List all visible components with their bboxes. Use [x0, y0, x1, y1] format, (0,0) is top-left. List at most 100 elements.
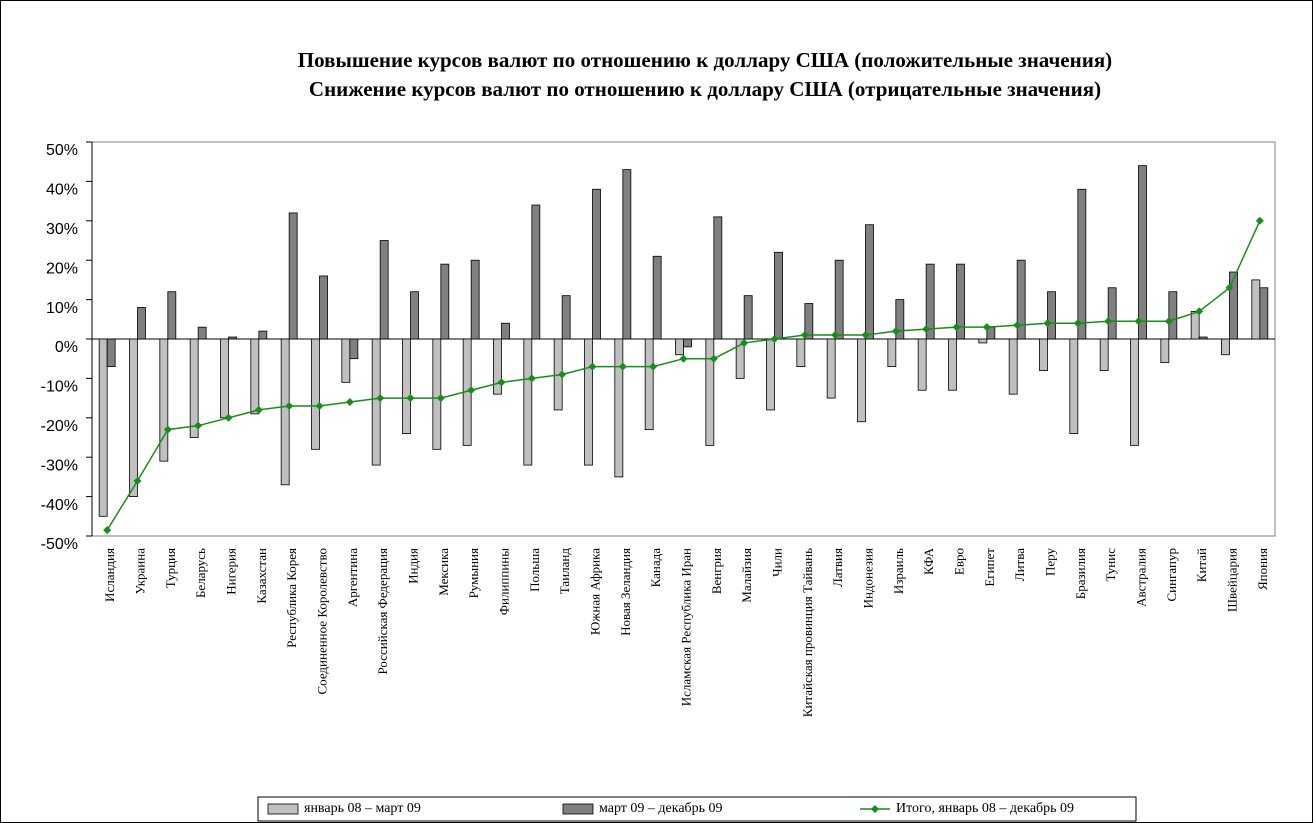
x-tick-label: Соединенное Королевство	[314, 548, 329, 695]
bar	[129, 338, 138, 498]
line-marker	[891, 327, 900, 336]
line-marker	[497, 378, 506, 387]
x-tick-label: Канада	[648, 548, 663, 588]
line-marker	[254, 405, 263, 414]
bar	[432, 338, 442, 450]
bar	[189, 338, 199, 438]
line-marker	[649, 362, 658, 371]
line-marker	[345, 398, 354, 407]
line-marker	[558, 370, 567, 379]
x-tick-label: Новая Зеландия	[618, 548, 633, 636]
y-tick-label: -30%	[41, 457, 78, 474]
line-marker	[163, 425, 172, 434]
bar	[311, 338, 320, 450]
bar	[371, 338, 381, 466]
x-tick-label: Бразилия	[1073, 548, 1088, 599]
bar	[978, 338, 988, 344]
x-tick-label: КФА	[921, 547, 936, 575]
line-marker	[1073, 319, 1082, 328]
line-marker	[1255, 216, 1264, 225]
bar	[925, 263, 935, 340]
legend-label: январь 08 – март 09	[304, 801, 421, 816]
bar	[1099, 338, 1109, 371]
bar	[379, 240, 389, 340]
x-tick-label: Филиппины	[496, 548, 511, 616]
bar	[652, 255, 662, 340]
x-tick-label: Тунис	[1103, 548, 1118, 582]
bar	[98, 338, 108, 517]
x-tick-label: Турция	[163, 548, 178, 588]
line-marker	[194, 421, 203, 430]
bar	[531, 204, 541, 340]
bar	[197, 326, 207, 340]
bar	[561, 295, 571, 340]
bar	[1107, 287, 1117, 340]
y-tick-label: 0%	[55, 339, 78, 356]
x-tick-label: Швейцария	[1224, 548, 1239, 612]
line-marker	[1164, 317, 1173, 326]
bar	[735, 338, 745, 379]
line-marker	[831, 331, 840, 340]
bar	[1229, 271, 1238, 340]
line-marker	[709, 354, 718, 363]
bar	[258, 330, 268, 340]
bar	[713, 216, 723, 340]
line-marker	[800, 331, 809, 340]
bar	[1016, 259, 1026, 340]
y-tick-label: -10%	[41, 379, 78, 396]
bar	[895, 299, 905, 340]
bar	[766, 338, 775, 411]
bar	[137, 307, 146, 340]
bar	[826, 338, 836, 399]
x-tick-label: Беларусь	[193, 548, 208, 598]
x-tick-label: Индонезия	[860, 548, 875, 608]
line-marker	[982, 323, 991, 332]
x-tick-label: Индия	[405, 548, 420, 584]
bar	[1168, 291, 1178, 340]
y-tick-label: 40%	[46, 182, 78, 199]
y-tick-label: -50%	[41, 536, 78, 553]
bar	[1160, 338, 1170, 364]
bar	[523, 338, 533, 466]
legend-label: март 09 – декабрь 09	[599, 801, 723, 816]
bar	[804, 303, 814, 340]
bar	[675, 338, 684, 356]
chart-subtitle: Снижение курсов валют по отношению к дол…	[309, 77, 1101, 101]
x-tick-label: Южная Африка	[587, 548, 602, 635]
bar	[1039, 338, 1048, 371]
bar	[956, 263, 965, 340]
line-marker	[436, 394, 445, 403]
bar	[1077, 188, 1087, 340]
bar	[592, 188, 601, 340]
bar	[887, 338, 897, 367]
bar	[1069, 338, 1079, 434]
bar	[1008, 338, 1018, 395]
line-marker	[527, 374, 536, 383]
bar	[167, 291, 177, 340]
line-marker	[1195, 307, 1204, 316]
bar	[220, 338, 229, 419]
x-tick-label: Литва	[1012, 548, 1027, 581]
x-tick-label: Мексика	[436, 548, 451, 596]
line-marker	[679, 354, 688, 363]
bar	[341, 338, 351, 383]
bar	[584, 338, 593, 466]
x-tick-label: Нигерия	[223, 548, 238, 595]
bar	[159, 338, 169, 462]
x-tick-label: Евро	[951, 548, 966, 575]
line-marker	[1013, 321, 1022, 330]
x-tick-label: Китай	[1194, 548, 1209, 582]
y-tick-label: 20%	[46, 260, 78, 277]
x-tick-label: Латвия	[830, 548, 845, 587]
line-marker	[922, 325, 931, 334]
bar	[493, 338, 502, 395]
bar	[705, 338, 715, 446]
bar	[917, 338, 927, 391]
x-tick-label: Малайзия	[739, 548, 754, 603]
bar	[349, 338, 359, 360]
x-tick-label: Израиль	[891, 548, 906, 594]
line-marker	[467, 386, 476, 395]
bar	[774, 251, 783, 340]
x-tick-label: Исламская Республика Иран	[678, 548, 693, 706]
x-tick-label: Казахстан	[254, 548, 269, 604]
